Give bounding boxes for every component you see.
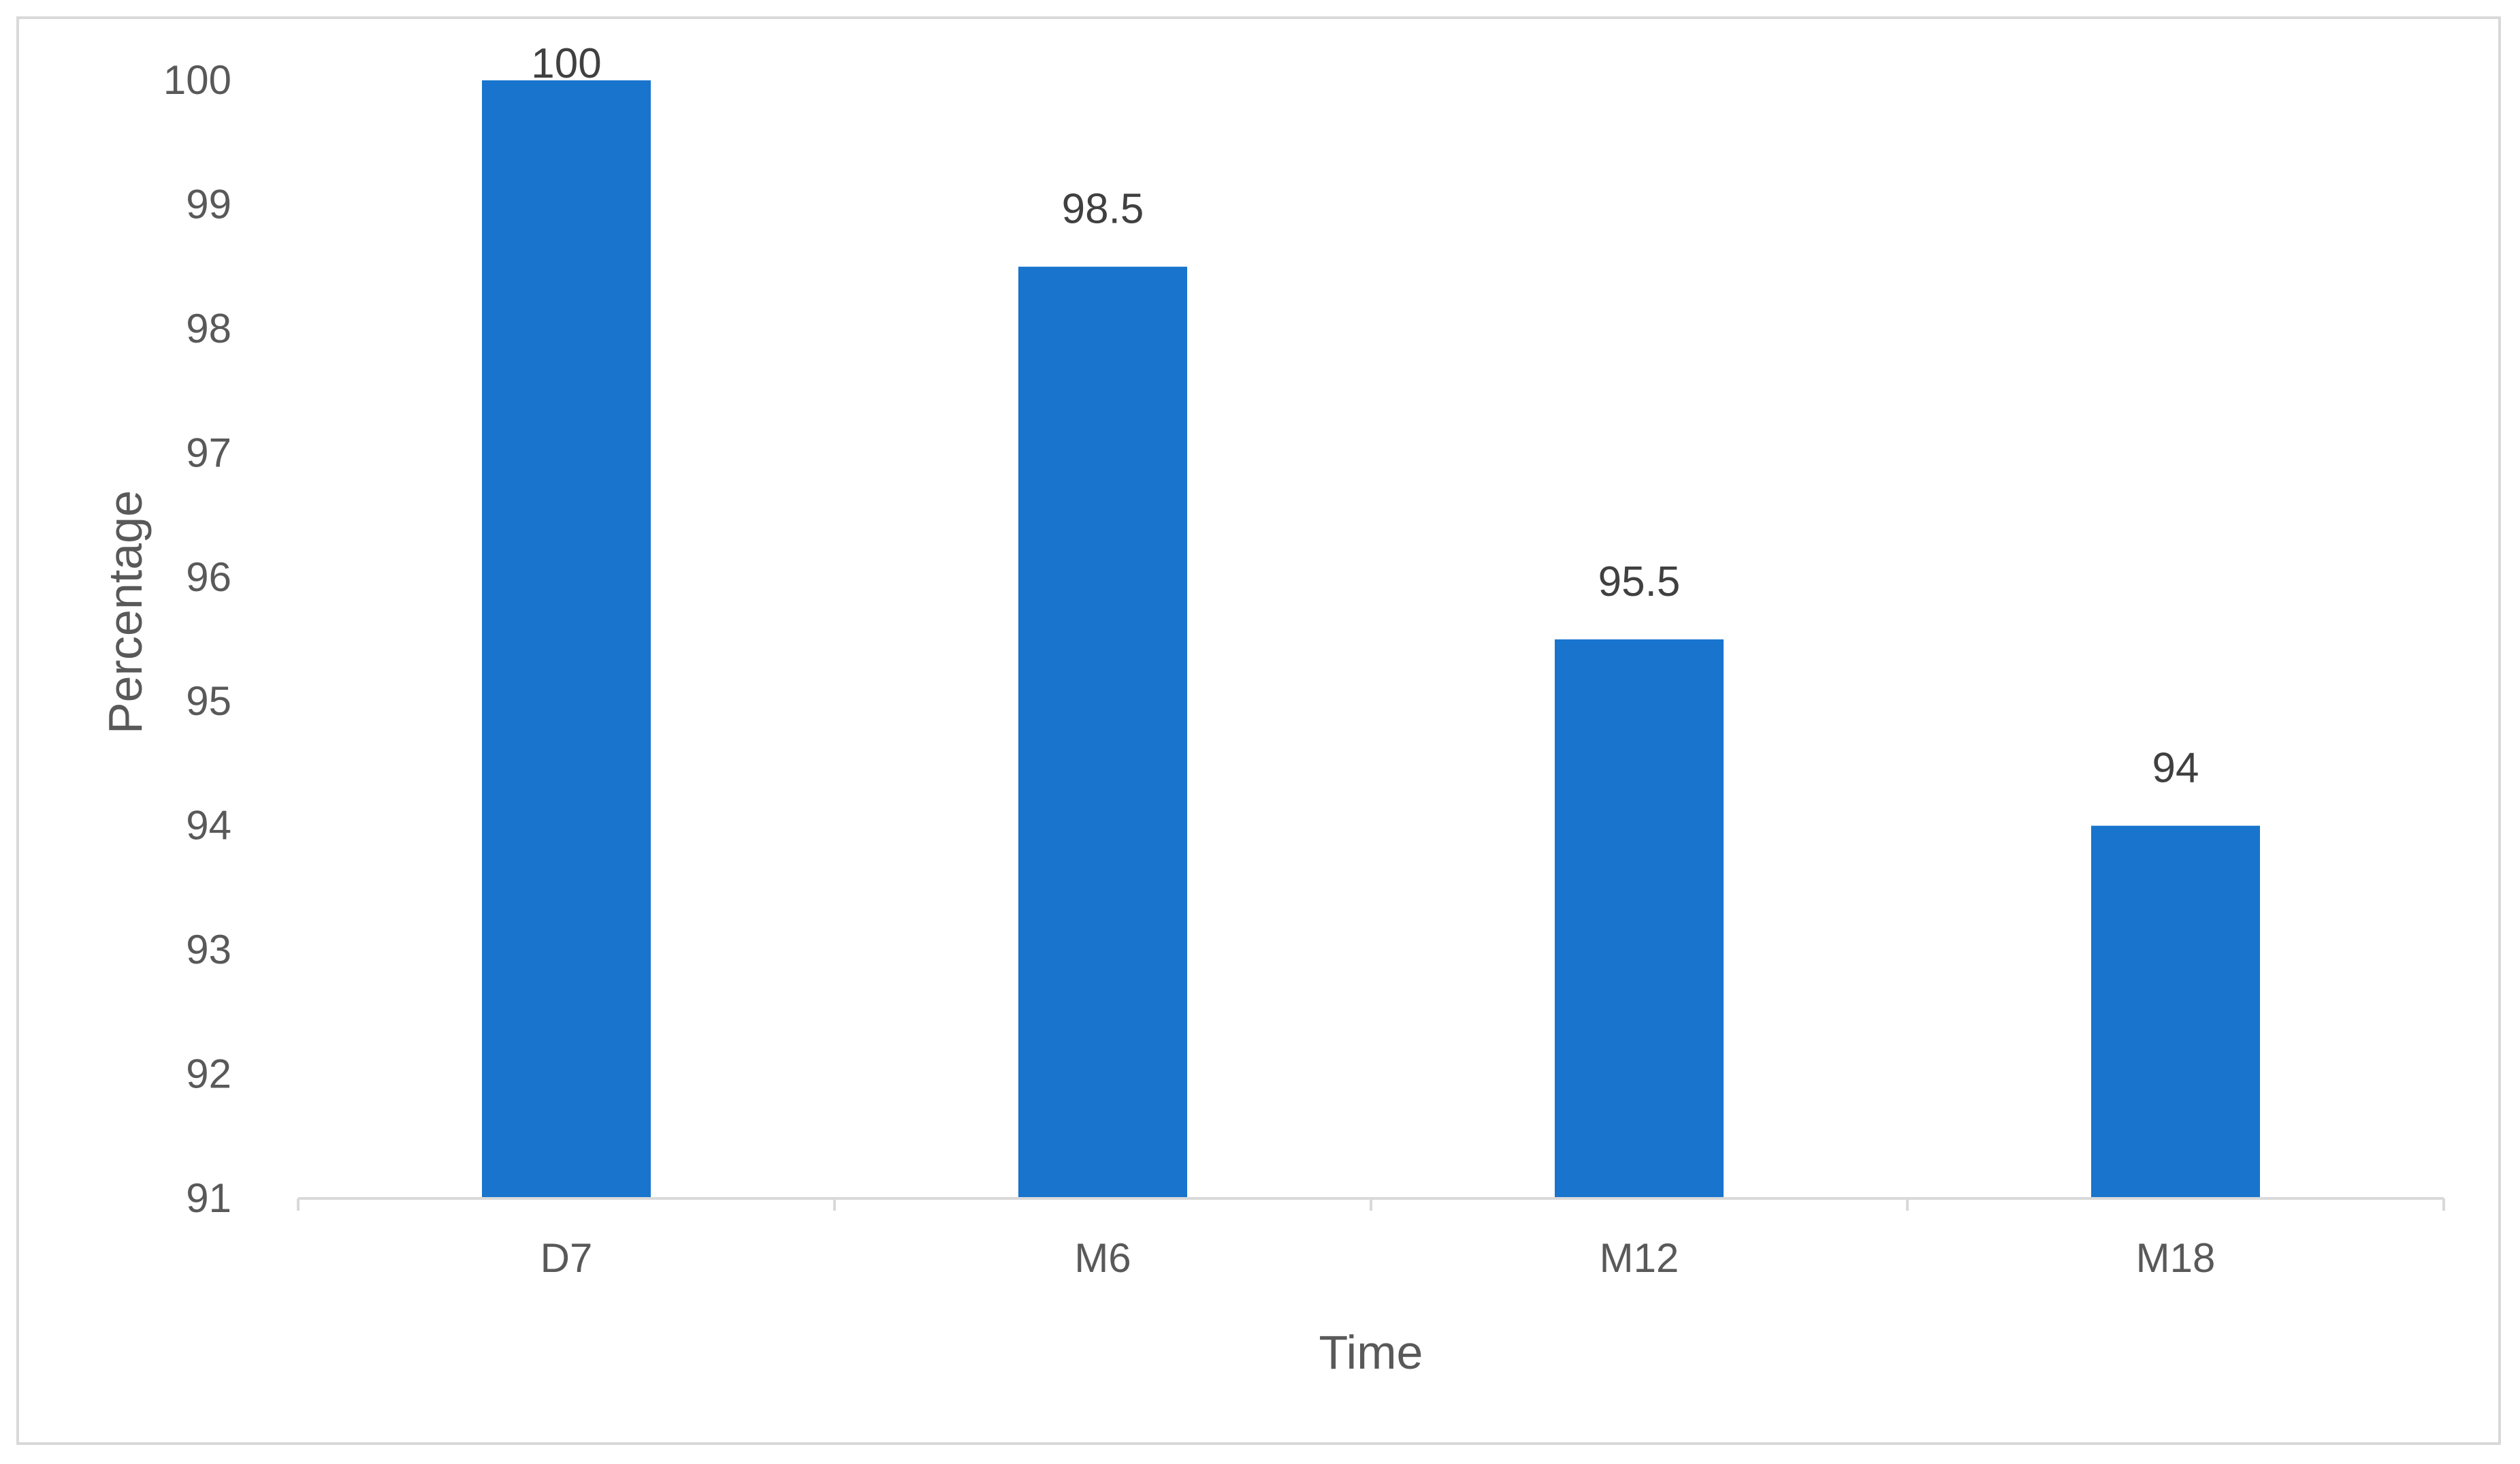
y-tick-label: 94 [186,803,231,848]
x-tick-label: M18 [2136,1235,2216,1281]
bar-m12 [1555,639,1724,1198]
y-axis-ticks: 91 92 93 94 95 96 97 98 99 100 [163,57,231,1221]
bars [482,80,2260,1199]
y-tick-label: 100 [163,57,231,103]
x-axis-categories: D7 M6 M12 M18 [540,1235,2216,1281]
y-tick-label: 96 [186,554,231,600]
data-labels: 100 98.5 95.5 94 [531,40,2199,792]
bar-m6 [1018,266,1187,1199]
x-tick-label: M6 [1074,1235,1131,1281]
y-tick-label: 93 [186,927,231,972]
bar-chart: 91 92 93 94 95 96 97 98 99 100 100 98.5 95.5 94 D7 M6… [99,40,2445,1379]
y-tick-label: 92 [186,1051,231,1097]
y-tick-label: 98 [186,306,231,351]
bar-d7 [482,80,651,1198]
chart-frame: 91 92 93 94 95 96 97 98 99 100 100 98.5 95.5 94 D7 M6… [16,16,2501,1445]
x-axis-title: Time [1319,1326,1423,1379]
data-label: 95.5 [1598,558,1681,605]
y-axis-title: Percentage [99,490,152,734]
y-tick-label: 97 [186,430,231,475]
x-axis-ticks [297,1198,2445,1211]
data-label: 98.5 [1062,186,1144,233]
data-label: 100 [531,40,601,87]
y-tick-label: 99 [186,181,231,227]
x-tick-label: M12 [1600,1235,1679,1281]
x-tick-label: D7 [540,1235,593,1281]
y-tick-label: 95 [186,678,231,724]
data-label: 94 [2152,745,2199,792]
bar-m18 [2091,825,2260,1198]
y-tick-label: 91 [186,1175,231,1221]
